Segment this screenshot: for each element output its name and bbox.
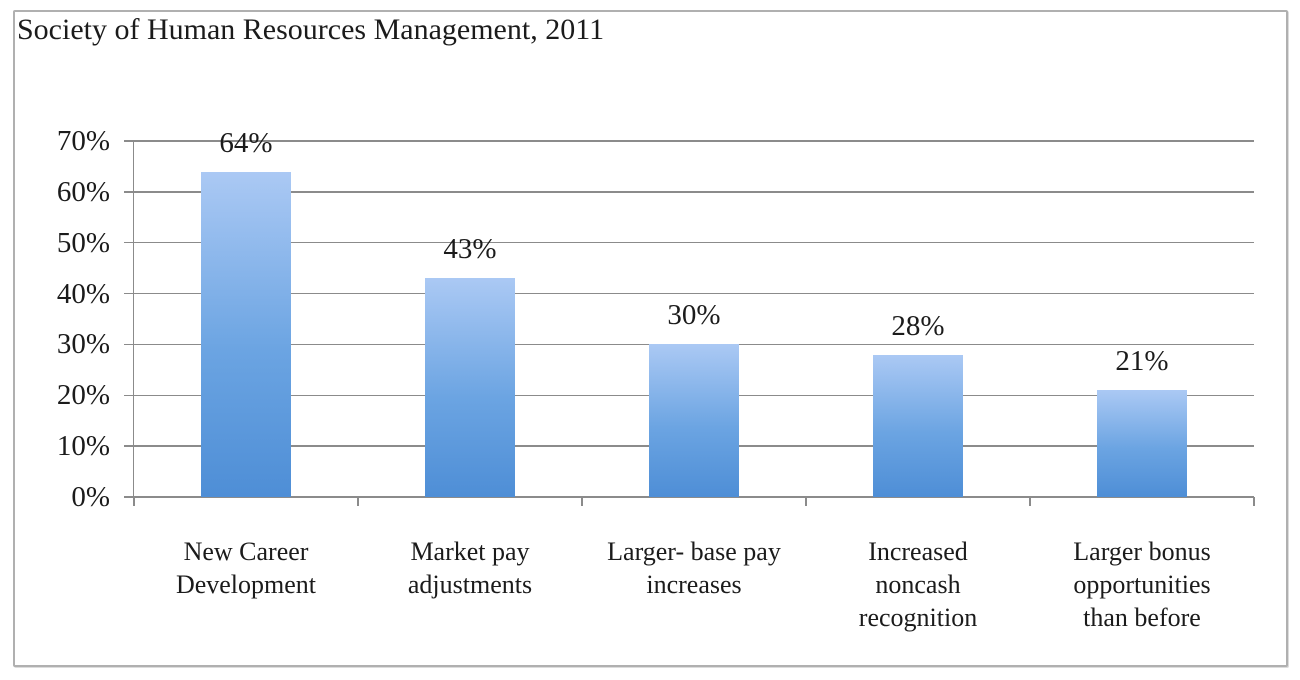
bar-value-label: 30% [667,299,721,332]
y-axis-tick-label: 10% [56,430,110,463]
chart-title: Society of Human Resources Management, 2… [17,13,605,46]
x-axis-category-label: Larger- base pay increases [607,537,781,599]
bar-value-label: 28% [891,309,945,342]
y-axis-tick-label: 0% [71,481,110,513]
gridline [134,140,1254,142]
x-axis-tick [133,497,135,506]
bar-4 [873,354,963,497]
x-axis-category-label: New Career Development [175,537,317,599]
y-axis-tick [124,292,134,295]
y-axis-tick [124,496,134,498]
y-axis-tick [124,140,134,142]
y-axis-tick-label: 70% [56,125,110,157]
bar-5 [1097,390,1187,497]
bar-value-label: 21% [1115,345,1169,378]
y-axis-tick-label: 50% [56,226,110,259]
x-axis-tick [1029,497,1031,506]
y-axis-tick [124,191,134,193]
x-axis-category-label: Market pay adjustments [407,537,533,599]
bar-3 [649,344,739,497]
y-axis-tick [124,445,134,447]
bar-2 [425,278,515,497]
x-axis-category-label: Larger bonus opportunities than before [1073,537,1211,632]
y-axis-tick-label: 20% [56,379,110,412]
bar-value-label: 43% [443,233,497,266]
x-axis-line [134,496,1254,498]
y-axis-tick [124,394,134,397]
y-axis-tick-label: 40% [56,277,110,310]
y-axis-tick-label: 60% [56,175,110,208]
bar-1 [201,171,291,497]
x-axis-category-label: Increased noncash recognition [858,537,978,632]
x-axis-tick [805,497,807,506]
y-axis-tick-label: 30% [56,328,110,361]
x-axis-tick [581,497,583,506]
gridline [134,292,1254,295]
y-axis-tick [124,241,134,244]
gridline [134,241,1254,244]
x-axis-tick [357,497,359,506]
y-axis-line [132,141,134,497]
x-axis-tick [1253,497,1255,506]
bar-value-label: 64% [219,126,273,159]
y-axis-tick [124,343,134,346]
gridline [134,191,1254,193]
